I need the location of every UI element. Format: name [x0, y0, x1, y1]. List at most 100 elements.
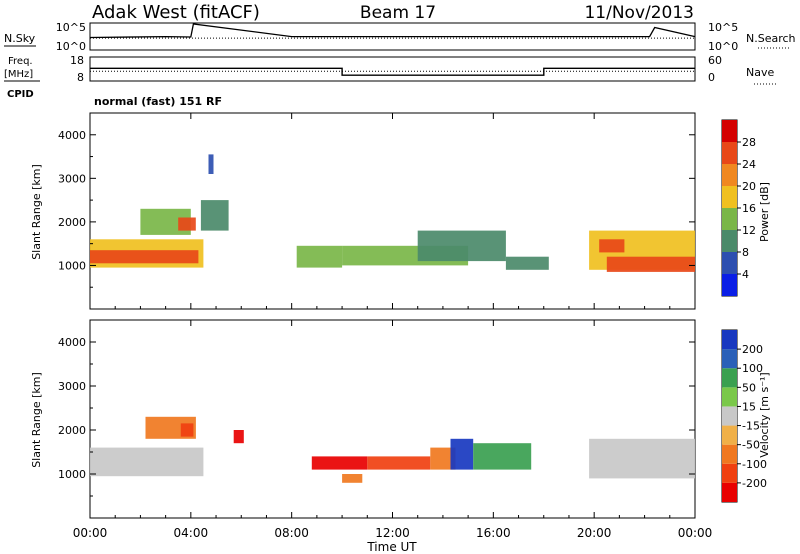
power-ytick-label-2: 3000 [58, 172, 86, 185]
velocity-colorbar-cell-5 [722, 387, 737, 407]
velocity-colorbar-label-4: 15 [742, 400, 756, 413]
power-ytick-label-0: 1000 [58, 259, 86, 272]
velocity-ytick-label-2: 3000 [58, 380, 86, 393]
velocity-ytick-label-3: 4000 [58, 336, 86, 349]
power-region-12 [599, 239, 625, 253]
power-colorbar-cell-1 [722, 252, 737, 274]
velocity-colorbar-cell-2 [722, 444, 737, 464]
velocity-colorbar-cell-4 [722, 406, 737, 426]
noise-left-tick-top: 10^5 [56, 21, 86, 34]
power-colorbar-label-2: 12 [742, 224, 756, 237]
frequency-series-layer [90, 67, 695, 76]
power-ylabel: Slant Range [km] [30, 164, 43, 260]
velocity-ylabel: Slant Range [km] [30, 372, 43, 468]
velocity-xtick-label-6: 00:00 [678, 526, 713, 540]
power-region-9 [505, 256, 549, 270]
velocity-region-6 [367, 456, 431, 470]
noise-left-tick-bottom: 10^0 [56, 40, 86, 53]
velocity-xtick-label-3: 12:00 [375, 526, 410, 540]
power-ytick-label-1: 2000 [58, 216, 86, 229]
power-colorbar-cell-3 [722, 208, 737, 230]
freq-unit-label: [MHz] [4, 69, 33, 80]
velocity-colorbar-label-0: -200 [742, 477, 767, 490]
velocity-colorbar-label-3: -15 [742, 420, 760, 433]
velocity-colorbar-label-1: -100 [742, 458, 767, 471]
noise-series-layer [89, 23, 696, 39]
frequency-panel: Freq. [MHz] CPID 18 8 60 0 Nave [4, 54, 776, 100]
freq-left-tick-top: 18 [70, 54, 84, 67]
nave-right-tick-top: 60 [708, 54, 722, 67]
nave-label: Nave [746, 66, 774, 79]
frequency-series-0 [90, 67, 695, 76]
power-region-11 [606, 256, 695, 272]
velocity-colorbar-cell-8 [722, 330, 737, 350]
velocity-region-7 [430, 447, 456, 470]
freq-left-tick-bottom: 8 [77, 71, 84, 84]
velocity-colorbar: -200 -100 -50 -15 15 50 100 200 [722, 330, 767, 502]
noise-series-0 [89, 23, 696, 39]
power-colorbar-cell-7 [722, 120, 737, 142]
power-colorbar-cell-0 [722, 274, 737, 296]
velocity-colorbar-label-2: -50 [742, 439, 760, 452]
velocity-region-10 [589, 438, 695, 479]
nsearch-label: N.Search [746, 32, 796, 45]
noise-panel: N.Sky 10^5 10^0 10^5 10^0 N.Search [4, 21, 796, 53]
velocity-colorbar-label-6: 100 [742, 362, 763, 375]
power-region-1 [90, 250, 199, 264]
velocity-region-3 [233, 430, 244, 444]
velocity-colorbar-title: Velocity [m s⁻¹] [758, 372, 771, 457]
velocity-colorbar-label-5: 50 [742, 381, 756, 394]
velocity-xtick-label-2: 08:00 [274, 526, 309, 540]
power-colorbar-label-1: 8 [742, 246, 749, 259]
power-colorbar-label-0: 4 [742, 268, 749, 281]
velocity-xtick-label-1: 04:00 [174, 526, 209, 540]
power-colorbar-cell-5 [722, 164, 737, 186]
velocity-colorbar-cell-1 [722, 463, 737, 483]
power-colorbar-cell-6 [722, 142, 737, 164]
power-colorbar-label-4: 20 [742, 180, 756, 193]
power-region-6 [296, 245, 343, 268]
velocity-region-0 [90, 447, 204, 477]
velocity-region-2 [180, 423, 194, 437]
power-colorbar-label-6: 28 [742, 136, 756, 149]
power-region-3 [178, 217, 196, 231]
velocity-region-8 [450, 438, 474, 470]
cpid-label: CPID [7, 89, 34, 100]
power-region-4 [200, 200, 229, 231]
power-ytick-label-3: 4000 [58, 129, 86, 142]
velocity-data-layer [90, 416, 695, 483]
date-title: 11/Nov/2013 [584, 3, 694, 23]
power-colorbar-label-3: 16 [742, 202, 756, 215]
velocity-region-5 [342, 474, 363, 483]
power-axes-layer: 1000 2000 3000 4000 [58, 113, 696, 309]
power-colorbar-cell-4 [722, 186, 737, 208]
velocity-colorbar-label-7: 200 [742, 343, 763, 356]
cpid-value: normal (fast) 151 RF [94, 95, 222, 108]
velocity-panel: Slant Range [km] 1000 2000 3000 4000 00:00 04… [30, 319, 771, 540]
nsky-label: N.Sky [4, 32, 36, 45]
power-panel: Slant Range [km] 1000 2000 3000 4000 4 8 12 16… [30, 112, 771, 310]
beam-title: Beam 17 [360, 3, 436, 23]
site-title: Adak West (fitACF) [92, 2, 260, 23]
velocity-xtick-label-0: 00:00 [73, 526, 108, 540]
power-colorbar: 4 8 12 16 20 24 28 [722, 120, 756, 296]
velocity-colorbar-cell-6 [722, 368, 737, 388]
velocity-ytick-label-0: 1000 [58, 468, 86, 481]
velocity-ytick-label-1: 2000 [58, 424, 86, 437]
velocity-xtick-label-4: 16:00 [476, 526, 511, 540]
velocity-region-9 [473, 443, 532, 470]
power-colorbar-label-5: 24 [742, 158, 756, 171]
power-colorbar-cell-2 [722, 230, 737, 252]
velocity-region-4 [311, 456, 368, 470]
velocity-xtick-label-5: 20:00 [577, 526, 612, 540]
noise-right-tick-top: 10^5 [708, 21, 738, 34]
x-axis-title: Time UT [366, 540, 417, 554]
freq-label: Freq. [8, 56, 33, 67]
nave-right-tick-bottom: 0 [708, 71, 715, 84]
power-panel-frame [89, 112, 696, 310]
velocity-axes-layer: 1000 2000 3000 4000 00:00 04:00 08:00 12:00 16:0… [58, 320, 712, 540]
noise-right-tick-bottom: 10^0 [708, 40, 738, 53]
power-region-8 [417, 230, 506, 262]
velocity-colorbar-cell-7 [722, 349, 737, 369]
power-region-5 [208, 154, 214, 174]
